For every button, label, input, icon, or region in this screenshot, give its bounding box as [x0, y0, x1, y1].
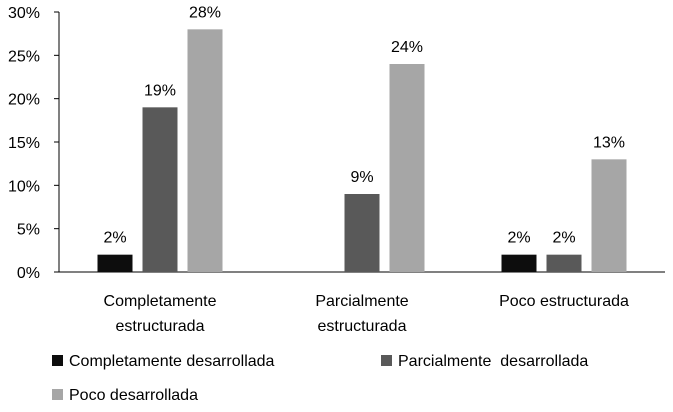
legend-label: Poco desarrollada	[69, 387, 198, 404]
legend-swatch	[52, 389, 63, 400]
bar	[142, 107, 178, 272]
category-label-line: Poco estructurada	[499, 293, 629, 310]
bar	[389, 64, 425, 272]
y-tick-label: 30%	[8, 5, 40, 22]
legend-label: Parcialmente desarrollada	[398, 353, 588, 370]
data-label: 19%	[144, 82, 176, 99]
category-label-line: estructurada	[318, 318, 407, 335]
category-label: Completamente estructurada	[104, 293, 217, 335]
y-tick-label: 25%	[8, 48, 40, 65]
data-label: 13%	[593, 134, 625, 151]
category-label-line: Parcialmente	[315, 293, 408, 310]
data-label: 2%	[552, 230, 575, 247]
category-label-line: estructurada	[116, 318, 205, 335]
category-label: Poco estructurada	[499, 293, 629, 310]
data-label: 2%	[103, 230, 126, 247]
bar	[591, 159, 627, 272]
legend-swatch	[381, 355, 392, 366]
y-tick-label: 20%	[8, 92, 40, 109]
y-tick-label: 0%	[17, 265, 40, 282]
bar	[187, 29, 223, 273]
bar	[344, 194, 380, 272]
bar	[501, 254, 537, 272]
data-label: 9%	[350, 169, 373, 186]
data-label: 2%	[507, 230, 530, 247]
category-label-line: Completamente	[104, 293, 217, 310]
y-tick-label: 15%	[8, 135, 40, 152]
data-label: 24%	[391, 39, 423, 56]
legend-label: Completamente desarrollada	[69, 353, 275, 370]
legend-swatch	[52, 355, 63, 366]
bar	[546, 254, 582, 272]
category-label: Parcialmente estructurada	[315, 293, 408, 335]
y-tick-label: 5%	[17, 222, 40, 239]
bar	[97, 254, 133, 272]
data-label: 28%	[189, 4, 221, 21]
y-tick-label: 10%	[8, 178, 40, 195]
